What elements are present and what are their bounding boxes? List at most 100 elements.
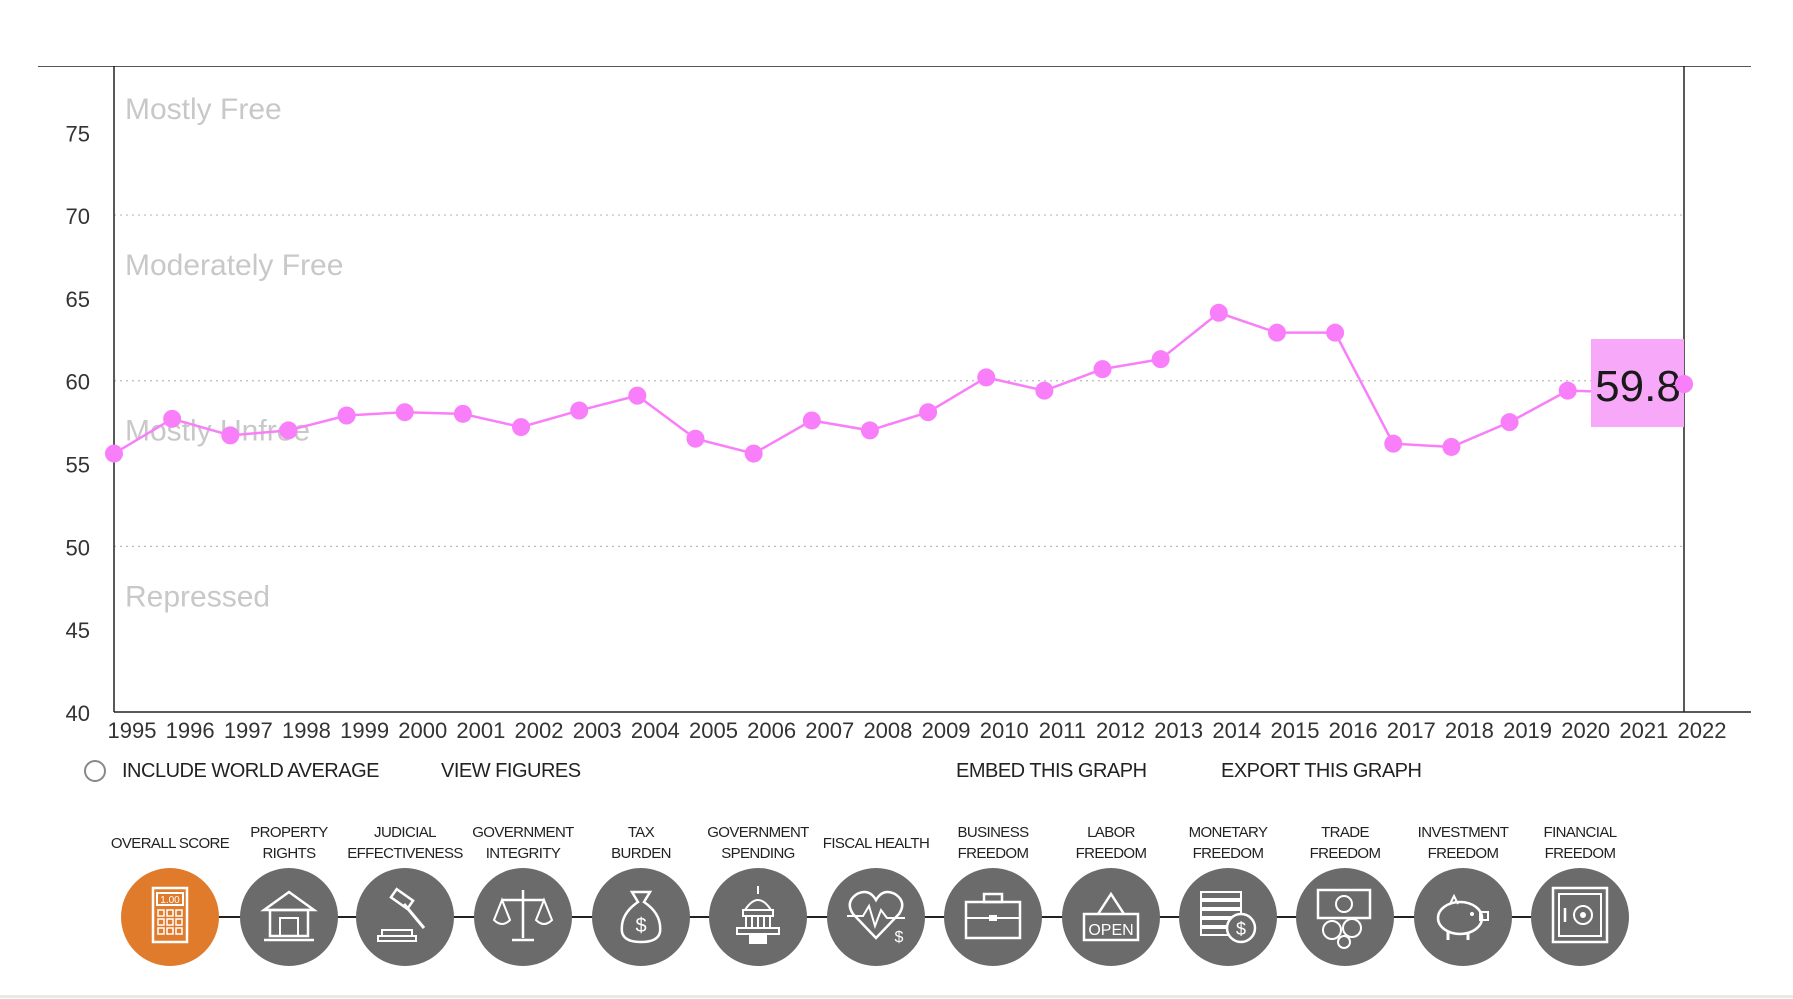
y-tick-label: 60 — [66, 370, 90, 395]
category-label: TRADE FREEDOM — [1280, 820, 1410, 866]
category-button[interactable]: $ — [827, 868, 925, 966]
x-tick-label: 2015 — [1270, 718, 1319, 740]
category-button[interactable] — [240, 868, 338, 966]
category-button[interactable] — [356, 868, 454, 966]
data-point — [163, 409, 182, 428]
y-tick-label: 65 — [66, 287, 90, 312]
svg-text:$: $ — [895, 929, 904, 946]
y-tick-label: 45 — [66, 618, 90, 643]
category-label-line2: RIGHTS — [262, 845, 316, 862]
latest-data-point — [1675, 375, 1693, 394]
x-tick-label: 1995 — [108, 718, 157, 740]
world-average-radio[interactable] — [84, 760, 106, 782]
x-tick-label: 2019 — [1503, 718, 1552, 740]
category-labor-freedom[interactable]: LABOR FREEDOM OPEN — [1046, 820, 1176, 966]
data-point — [570, 401, 589, 420]
category-monetary-freedom[interactable]: MONETARY FREEDOM $ — [1163, 820, 1293, 966]
data-point — [395, 403, 414, 422]
category-button[interactable] — [1296, 868, 1394, 966]
data-point — [744, 444, 763, 463]
category-label-line1: OVERALL SCORE — [110, 834, 230, 852]
embed-graph-link[interactable]: EMBED THIS GRAPH — [956, 760, 1147, 782]
category-financial-freedom[interactable]: FINANCIAL FREEDOM — [1515, 820, 1645, 966]
data-point — [1209, 303, 1228, 322]
category-fiscal-health[interactable]: FISCAL HEALTH $ — [811, 820, 941, 966]
category-overall-score[interactable]: OVERALL SCORE 1.00 — [105, 820, 235, 966]
category-government-integrity[interactable]: GOVERNMENT INTEGRITY — [458, 820, 588, 966]
category-label: GOVERNMENT SPENDING — [693, 820, 823, 866]
category-button[interactable] — [944, 868, 1042, 966]
x-tick-label: 2021 — [1619, 718, 1668, 740]
category-button[interactable] — [709, 868, 807, 966]
x-tick-labels: 1995 1996 1997 1998 1999 2000 2001 2002 2003 2004… — [108, 718, 1727, 740]
category-property-rights[interactable]: PROPERTY RIGHTS — [224, 820, 354, 966]
category-label: FINANCIAL FREEDOM — [1515, 820, 1645, 866]
data-point — [279, 421, 298, 440]
category-button[interactable]: 1.00 — [121, 868, 219, 966]
data-point — [221, 426, 240, 445]
category-government-spending[interactable]: GOVERNMENT SPENDING — [693, 820, 823, 966]
house-icon — [254, 880, 324, 955]
x-tick-label: 2008 — [863, 718, 912, 740]
data-point — [105, 444, 123, 463]
currency-exchange-icon — [1310, 880, 1380, 955]
series-layer — [105, 303, 1693, 463]
x-tick-label: 2002 — [515, 718, 564, 740]
svg-text:$: $ — [1236, 919, 1246, 939]
bottom-rule — [0, 995, 1793, 998]
category-label: TAX BURDEN — [576, 820, 706, 866]
category-button[interactable] — [1414, 868, 1512, 966]
category-label: GOVERNMENT INTEGRITY — [458, 820, 588, 866]
world-average-label[interactable]: INCLUDE WORLD AVERAGE — [122, 760, 379, 782]
x-tick-label: 2012 — [1096, 718, 1145, 740]
category-label-line1: PROPERTY — [250, 824, 328, 841]
category-label-line2: EFFECTIVENESS — [347, 845, 463, 862]
zone-label: Moderately Free — [125, 249, 343, 282]
category-button[interactable]: $ — [592, 868, 690, 966]
x-tick-label: 2007 — [805, 718, 854, 740]
category-business-freedom[interactable]: BUSINESS FREEDOM — [928, 820, 1058, 966]
scales-icon — [488, 880, 558, 955]
view-figures-link[interactable]: VIEW FIGURES — [441, 760, 581, 782]
data-point — [1267, 323, 1286, 342]
export-graph-link[interactable]: EXPORT THIS GRAPH — [1221, 760, 1422, 782]
category-label: JUDICIAL EFFECTIVENESS — [340, 820, 470, 866]
zone-label: Repressed — [125, 580, 270, 613]
category-label-line1: GOVERNMENT — [707, 824, 809, 841]
category-button[interactable]: OPEN — [1062, 868, 1160, 966]
category-label-line2: SPENDING — [721, 845, 795, 862]
x-tick-label: 1996 — [166, 718, 215, 740]
category-label-line2: FREEDOM — [1427, 845, 1499, 862]
category-button[interactable]: $ — [1179, 868, 1277, 966]
piggy-bank-icon — [1428, 880, 1498, 955]
data-point — [977, 368, 996, 387]
category-label-line1: LABOR — [1087, 824, 1135, 841]
x-tick-label: 2010 — [980, 718, 1029, 740]
latest-value-box — [1591, 339, 1684, 428]
data-point — [628, 386, 647, 405]
data-point — [1558, 381, 1577, 400]
category-label-line1: INVESTMENT — [1417, 824, 1509, 841]
category-button[interactable] — [474, 868, 572, 966]
x-tick-label: 2001 — [456, 718, 505, 740]
zone-label: Mostly Free — [125, 93, 282, 126]
category-label-line2: INTEGRITY — [485, 845, 561, 862]
data-point — [337, 406, 356, 425]
category-tax-burden[interactable]: TAX BURDEN $ — [576, 820, 706, 966]
category-label: OVERALL SCORE — [105, 820, 235, 866]
data-point — [1151, 350, 1170, 369]
data-point — [1500, 413, 1519, 432]
briefcase-icon — [958, 880, 1028, 955]
x-tick-label: 2016 — [1329, 718, 1378, 740]
category-trade-freedom[interactable]: TRADE FREEDOM — [1280, 820, 1410, 966]
x-tick-label: 2005 — [689, 718, 738, 740]
top-rule — [38, 66, 1751, 67]
capitol-icon — [723, 880, 793, 955]
y-tick-label: 70 — [66, 204, 90, 229]
x-tick-label: 1998 — [282, 718, 331, 740]
category-investment-freedom[interactable]: INVESTMENT FREEDOM — [1398, 820, 1528, 966]
category-button[interactable] — [1531, 868, 1629, 966]
category-judicial-effectiveness[interactable]: JUDICIAL EFFECTIVENESS — [340, 820, 470, 966]
category-label: PROPERTY RIGHTS — [224, 820, 354, 866]
